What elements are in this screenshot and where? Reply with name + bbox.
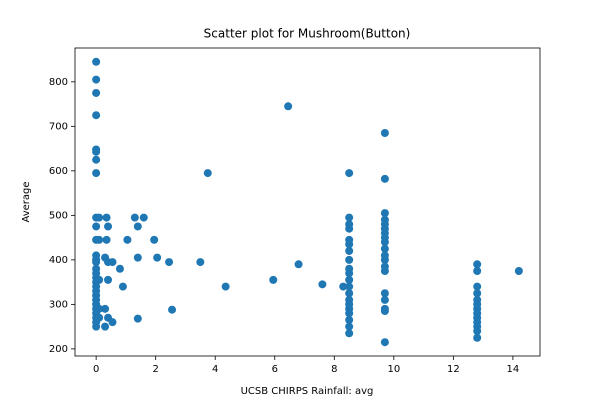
point: [318, 280, 327, 289]
x-tick-label: 0: [93, 364, 99, 375]
point: [92, 57, 101, 66]
point: [92, 75, 101, 84]
point: [380, 255, 389, 264]
point: [118, 282, 127, 291]
point: [380, 209, 389, 218]
point: [108, 258, 117, 267]
point: [221, 282, 230, 291]
point: [95, 213, 104, 222]
point: [269, 275, 278, 284]
x-tick-label: 14: [507, 364, 520, 375]
point: [380, 289, 389, 298]
point: [345, 282, 354, 291]
y-tick-label: 800: [49, 77, 68, 88]
point: [92, 111, 101, 120]
point: [92, 258, 101, 267]
point: [473, 266, 482, 275]
point: [345, 275, 354, 284]
x-tick-label: 2: [152, 364, 158, 375]
point: [115, 264, 124, 273]
point: [380, 244, 389, 253]
point: [345, 255, 354, 264]
point: [102, 213, 111, 222]
plot-frame: [74, 47, 541, 357]
point: [380, 266, 389, 275]
point: [92, 169, 101, 178]
point: [123, 235, 132, 244]
point: [339, 282, 348, 291]
point: [345, 289, 354, 298]
point: [473, 327, 482, 336]
y-tick-label: 200: [49, 344, 68, 355]
point: [284, 102, 293, 111]
point: [92, 88, 101, 97]
point: [380, 238, 389, 247]
point: [345, 246, 354, 255]
point: [380, 174, 389, 183]
x-tick-label: 8: [331, 364, 337, 375]
point: [95, 275, 104, 284]
point: [168, 305, 177, 314]
y-tick-label: 300: [49, 299, 68, 310]
point: [345, 269, 354, 278]
x-tick-label: 12: [447, 364, 460, 375]
point: [345, 322, 354, 331]
point: [108, 318, 117, 327]
x-axis-label: UCSB CHIRPS Rainfall: avg: [241, 386, 374, 397]
point: [95, 313, 104, 322]
y-axis-label: Average: [21, 181, 32, 222]
x-tick-label: 4: [212, 364, 218, 375]
point: [473, 289, 482, 298]
point: [473, 333, 482, 342]
point: [380, 129, 389, 138]
point: [92, 222, 101, 231]
point: [153, 253, 162, 262]
point: [473, 260, 482, 269]
point: [380, 295, 389, 304]
y-tick-label: 400: [49, 255, 68, 266]
point: [133, 222, 142, 231]
point: [345, 213, 354, 222]
point: [345, 329, 354, 338]
point: [150, 235, 159, 244]
point: [345, 315, 354, 324]
point: [104, 222, 113, 231]
x-tick-label: 6: [272, 364, 278, 375]
point: [473, 282, 482, 291]
point: [345, 169, 354, 178]
point: [101, 322, 110, 331]
point: [203, 169, 212, 178]
point: [101, 304, 110, 313]
chart-title: Scatter plot for Mushroom(Button): [204, 27, 411, 41]
point: [345, 309, 354, 318]
y-tick-label: 700: [49, 121, 68, 132]
point: [133, 314, 142, 323]
point: [130, 213, 139, 222]
x-tick-label: 10: [387, 364, 400, 375]
y-tick-label: 500: [49, 210, 68, 221]
point: [514, 266, 523, 275]
point: [165, 258, 174, 267]
point: [345, 224, 354, 233]
point: [92, 155, 101, 164]
y-tick-label: 600: [49, 166, 68, 177]
point: [196, 258, 205, 267]
point: [92, 147, 101, 156]
point: [95, 235, 104, 244]
point: [133, 253, 142, 262]
point: [92, 322, 101, 331]
point: [102, 235, 111, 244]
point: [95, 304, 104, 313]
point: [139, 213, 148, 222]
point: [345, 240, 354, 249]
point: [294, 260, 303, 269]
point: [104, 275, 113, 284]
point: [380, 307, 389, 316]
point: [380, 338, 389, 347]
